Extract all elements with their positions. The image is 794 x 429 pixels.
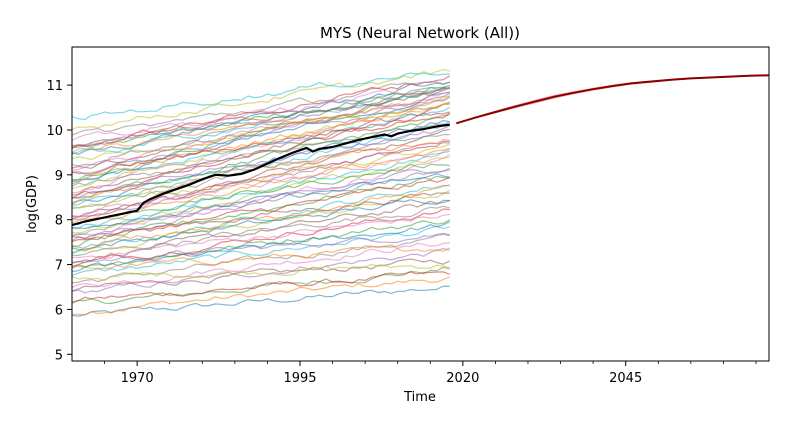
background-series-group [71,68,451,317]
highlight-series-group [71,123,450,227]
background-series-line [71,103,450,183]
y-axis: 5 6 7 8 9 10 11 [46,79,72,363]
background-series-line [71,167,451,236]
background-series-line [71,101,450,196]
background-series-line [71,192,450,239]
background-series-line [71,247,450,294]
background-series-line [71,87,450,147]
background-series-line [71,102,450,161]
background-series-line [71,285,450,317]
background-series-line [71,232,450,264]
background-series-line [71,72,450,121]
x-axis-title: Time [403,390,436,405]
background-series-line [71,112,451,175]
y-axis-title: log(GDP) [25,175,40,233]
y-tick-label: 7 [55,259,63,274]
background-series-line [71,205,450,257]
background-series-line [71,96,451,175]
x-tick-label: 1970 [121,371,154,386]
background-series-line [72,276,451,316]
background-series-line [71,125,451,199]
background-series-line [71,150,450,230]
background-series-line [71,123,450,187]
y-tick-label: 8 [55,214,63,229]
background-series-line [71,156,450,237]
y-tick-label: 10 [46,124,63,139]
x-tick-label: 2045 [609,371,642,386]
x-axis: 1970 1995 2020 2045 [104,361,757,386]
background-series-line [71,213,450,259]
background-series-line [71,148,451,217]
x-tick-label: 1995 [283,371,316,386]
background-series-line [71,87,451,142]
background-series-line [71,244,451,270]
y-tick-label: 9 [55,169,63,184]
background-series-line [71,271,451,303]
background-series-line [71,68,450,131]
y-tick-label: 5 [55,348,63,363]
forecast-series-group [456,74,770,125]
background-series-line [71,200,450,263]
background-series-line [71,242,450,288]
background-series-line [71,184,450,250]
forecast-line [456,74,770,125]
highlight-series-line [71,123,450,227]
background-series-line [71,80,450,136]
y-tick-label: 11 [46,79,63,94]
background-series-line [71,111,450,200]
chart-title: MYS (Neural Network (All)) [320,24,520,42]
forecast-band [456,74,769,124]
background-series-line [71,263,450,281]
x-tick-label: 2020 [446,371,479,386]
background-series-line [71,173,450,230]
background-series-line [71,128,450,218]
background-series-line [71,258,451,292]
background-series-line [71,221,451,273]
background-series-line [71,208,450,267]
background-series-line [71,92,451,149]
background-series-line [71,184,450,254]
background-series-line [71,153,451,234]
background-series-line [71,143,451,209]
plot-frame [71,46,770,362]
background-series-line [71,92,450,183]
background-series-line [71,84,450,149]
background-series-line [71,219,451,269]
background-series-line [71,225,450,276]
y-tick-label: 6 [55,303,63,318]
